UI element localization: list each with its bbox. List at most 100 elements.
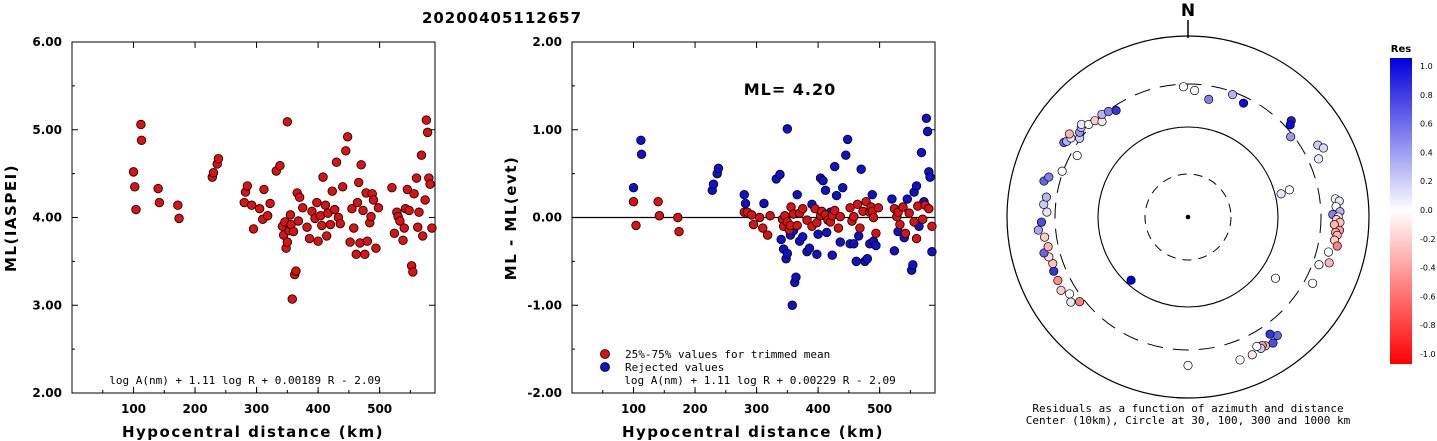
ml-station-point	[282, 117, 293, 127]
azimuth-station-point	[1324, 258, 1334, 268]
ml-y-tick-label: 2.00	[32, 386, 62, 400]
ml-station-point	[327, 186, 337, 196]
rejected-point	[922, 126, 933, 137]
azimuth-station-point	[1323, 247, 1334, 257]
trimmed-point	[802, 215, 812, 225]
ml-station-point	[422, 127, 433, 138]
rejected-point	[849, 239, 859, 249]
ml-station-point	[351, 249, 361, 260]
rejected-point	[911, 181, 922, 191]
ml-station-point	[136, 119, 146, 130]
trimmed-point	[758, 223, 768, 233]
colorbar-tick-label: -0.8	[1420, 321, 1436, 330]
residual-x-axis-label: Hypocentral distance (km)	[622, 423, 884, 441]
trimmed-point	[830, 205, 840, 216]
colorbar-tick-label: 0.2	[1420, 177, 1433, 186]
rejected-point	[841, 150, 851, 160]
rejected-point	[813, 229, 823, 239]
trimmed-point	[911, 233, 922, 244]
azimuth-station-point	[1272, 330, 1282, 341]
azimuth-station-point	[1276, 189, 1286, 199]
azimuth-station-point	[1057, 166, 1067, 176]
trimmed-point	[849, 211, 859, 222]
ml-station-point	[131, 204, 141, 215]
azimuth-station-point	[1103, 106, 1114, 117]
azimuth-station-point	[1056, 285, 1066, 295]
polar-caption-line2: Center (10km), Circle at 30, 100, 300 an…	[1026, 414, 1351, 427]
ml-station-point	[414, 207, 424, 217]
ml-y-tick-label: 6.00	[32, 35, 62, 49]
colorbar-tick-label: 0.8	[1420, 91, 1433, 100]
event-title: 20200405112657	[422, 9, 582, 27]
azimuth-station-point	[1178, 82, 1189, 92]
rejected-point	[822, 227, 832, 238]
ml-station-point	[395, 216, 405, 226]
ml-station-point	[282, 237, 293, 247]
colorbar-bar	[1390, 58, 1412, 364]
trimmed-point	[898, 202, 908, 212]
ml-station-point	[404, 205, 414, 216]
trimmed-point	[654, 211, 665, 221]
ml-station-point	[213, 154, 224, 164]
ml-points	[128, 115, 437, 304]
ml-station-point	[173, 200, 183, 210]
residual-x-tick-label: 500	[867, 402, 892, 416]
rejected-point	[782, 248, 793, 259]
rejected-point	[925, 172, 935, 182]
ml-station-point	[408, 267, 418, 277]
azimuth-station-point	[1044, 172, 1054, 182]
azimuth-station-point	[1238, 98, 1249, 108]
ml-station-point	[325, 219, 336, 230]
colorbar-tick-label: 0.4	[1420, 148, 1433, 157]
rejected-point	[851, 256, 861, 267]
residual-x-tick-label: 100	[621, 402, 646, 416]
ml-x-tick-label: 100	[121, 402, 146, 416]
ml-station-point	[366, 211, 376, 222]
residual-points	[628, 113, 937, 310]
azimuth-station-point	[1265, 329, 1275, 339]
residual-y-tick-label: 1.00	[532, 123, 562, 137]
rejected-point	[820, 185, 831, 195]
azimuth-station-point	[1286, 132, 1296, 142]
rejected-point	[628, 182, 639, 193]
ml-station-point	[242, 181, 253, 191]
ml-station-point	[136, 135, 147, 145]
colorbar-ticks: 1.0 0.8 0.6 0.4 0.2 0.0 -0.2 -0.4 -0.6 -0.8 -1.0	[1420, 62, 1436, 359]
rejected-point	[831, 190, 842, 201]
rejected-point	[740, 198, 751, 209]
azimuth-station-point	[1041, 192, 1051, 202]
ml-x-tick-label: 400	[306, 402, 331, 416]
ml-station-point	[427, 223, 437, 233]
ml-station-point	[368, 195, 379, 205]
ml-station-point	[288, 226, 299, 237]
ml-station-point	[347, 204, 357, 214]
rejected-point	[835, 237, 845, 247]
ml-station-point	[317, 220, 327, 231]
ml-y-tick-label: 3.00	[32, 298, 62, 312]
ml-station-point	[174, 213, 184, 224]
trimmed-point	[835, 211, 845, 222]
azimuth-station-point	[1252, 341, 1262, 351]
trimmed-point	[904, 208, 914, 218]
rejected-point	[916, 147, 927, 158]
trimmed-point	[628, 197, 639, 207]
trimmed-point	[852, 199, 863, 210]
trimmed-point	[631, 220, 641, 231]
ring-30km	[1144, 173, 1232, 261]
rejected-point	[830, 161, 840, 172]
rejected-point	[871, 240, 881, 251]
azimuth-station-point	[1318, 143, 1329, 153]
trimmed-point	[674, 226, 684, 237]
azimuth-station-point	[1314, 260, 1324, 270]
ml-y-axis-label: ML(IASPEI)	[2, 164, 20, 272]
ml-station-point	[262, 211, 273, 221]
ml-station-point	[360, 249, 370, 260]
ml-station-point	[373, 203, 384, 213]
colorbar-tick-label: 0.0	[1420, 206, 1433, 215]
azimuth-station-point	[1066, 297, 1076, 307]
azimuth-station-point	[1235, 355, 1245, 365]
ml-station-point	[411, 173, 422, 183]
ml-panel: 100 200 300 400 500 2.00 3.00 4.00 5.00 6.00 Hypo…	[2, 35, 437, 441]
trimmed-point	[909, 217, 919, 227]
